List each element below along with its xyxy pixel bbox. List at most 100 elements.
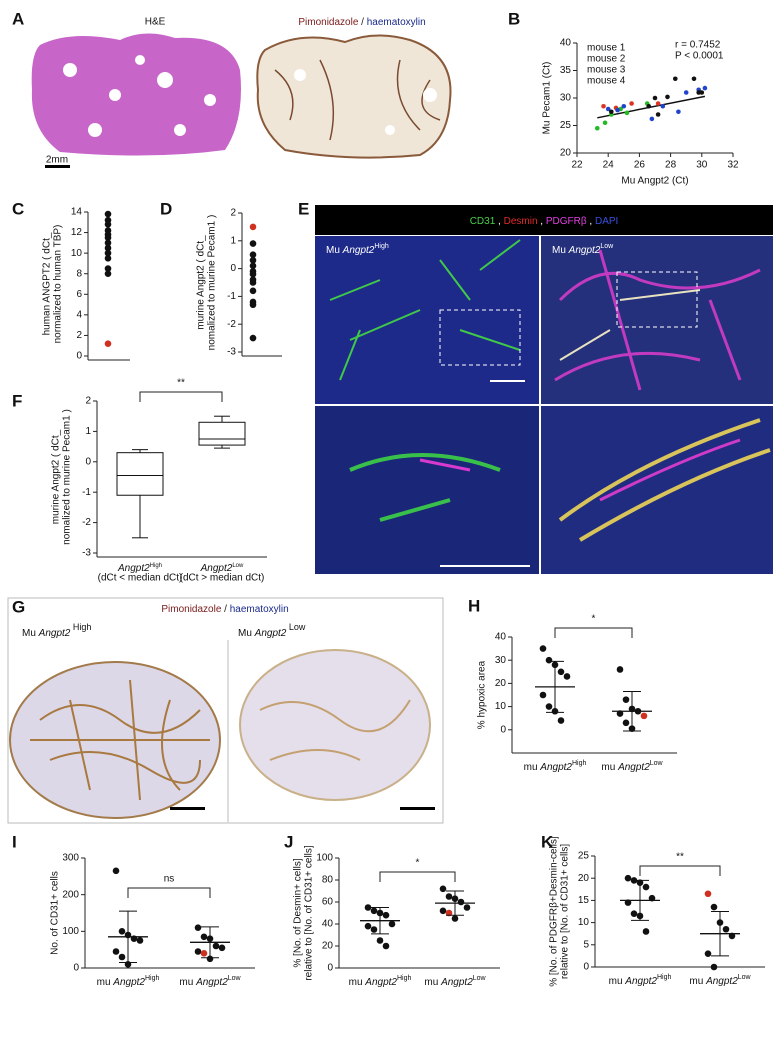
point xyxy=(194,924,202,931)
x-tick-label: mu Angpt2High xyxy=(349,975,412,987)
text-part: haematoxylin xyxy=(367,17,426,28)
y-tick-label: 0 xyxy=(73,963,79,974)
point xyxy=(699,90,705,95)
text-part: , xyxy=(538,216,546,227)
point xyxy=(622,696,630,703)
text-part: High xyxy=(145,975,160,982)
text-part: Pimonidazole xyxy=(161,604,221,615)
point xyxy=(605,106,611,112)
y-tick-label: 14 xyxy=(71,207,83,218)
y-tick-label: 80 xyxy=(322,875,334,886)
y-tick-label: 200 xyxy=(62,889,79,900)
y-tick-label: 10 xyxy=(71,248,83,259)
text-part: High xyxy=(374,243,389,250)
y-tick-label: 8 xyxy=(76,268,82,279)
text-part: High xyxy=(657,974,672,981)
y-tick-label: 30 xyxy=(560,93,572,104)
y-axis-label: normalized to human TBP) xyxy=(53,225,64,344)
point xyxy=(104,234,112,242)
point xyxy=(710,963,718,971)
y-tick-label: 25 xyxy=(560,120,572,131)
point xyxy=(439,885,447,893)
y-axis-label: human ANGPT2 ( dCt_ xyxy=(42,232,53,335)
y-tick-label: 0 xyxy=(85,456,91,467)
x-tick-label: mu Angpt2High xyxy=(609,974,672,986)
y-tick-label: 20 xyxy=(578,873,590,884)
image-label: H&E xyxy=(145,17,166,28)
point xyxy=(376,937,384,944)
text-part: Angpt2 xyxy=(342,245,375,256)
text-part: Angpt2 xyxy=(617,762,650,773)
point xyxy=(445,909,453,917)
text-part: Low xyxy=(600,243,614,250)
image-label: Mu Angpt2High xyxy=(326,243,389,255)
point xyxy=(104,210,112,218)
point xyxy=(212,942,220,950)
y-axis-label: % [No. of Desmin+ cells] xyxy=(293,858,304,967)
point xyxy=(249,240,257,247)
text-part: , xyxy=(587,216,595,227)
point xyxy=(112,948,120,955)
point xyxy=(702,85,708,91)
pimonidazole-tumors xyxy=(7,597,444,824)
point xyxy=(457,898,465,906)
text-part: Desmin xyxy=(504,216,538,227)
point xyxy=(112,867,120,875)
y-tick-label: 0 xyxy=(500,724,506,735)
x-tick-label: Angpt2High xyxy=(117,563,162,574)
point xyxy=(439,907,447,915)
point xyxy=(445,893,453,900)
panel-letter: C xyxy=(12,199,24,218)
point xyxy=(545,656,553,664)
point xyxy=(118,928,126,935)
y-tick-label: -3 xyxy=(227,347,236,358)
text-part: Angpt2 xyxy=(568,245,601,256)
point xyxy=(601,103,606,109)
point xyxy=(691,76,697,82)
annotation: r = 0.7452 xyxy=(675,40,721,51)
x-tick-note: (dCt > median dCt) xyxy=(180,573,265,584)
y-axis-label: % hypoxic area xyxy=(477,660,488,729)
point xyxy=(616,710,624,717)
y-tick-label: 2 xyxy=(230,208,236,219)
x-tick-label: mu Angpt2Low xyxy=(179,975,241,987)
text-part: mu xyxy=(424,977,441,988)
y-tick-label: -1 xyxy=(227,291,236,302)
point xyxy=(594,125,600,131)
point xyxy=(545,703,553,710)
x-tick-label: mu Angpt2Low xyxy=(424,975,486,987)
text-part: haematoxylin xyxy=(230,604,289,615)
point xyxy=(249,251,257,258)
panel-letter: B xyxy=(508,9,520,28)
point xyxy=(672,76,678,82)
text-part: Angpt2 xyxy=(38,628,71,639)
significance-bracket xyxy=(139,391,223,402)
text-part: / xyxy=(358,17,366,28)
x-tick-label: 28 xyxy=(665,160,677,171)
text-part: Low xyxy=(286,622,306,632)
y-tick-label: 12 xyxy=(71,227,83,238)
panel-letter: D xyxy=(160,199,172,218)
immunofluorescence-panel xyxy=(315,205,773,574)
point xyxy=(683,90,689,95)
y-tick-label: 100 xyxy=(316,853,333,864)
y-tick-label: 300 xyxy=(62,853,79,864)
image-label: Pimonidazole / haematoxylin xyxy=(161,604,288,615)
point xyxy=(104,340,112,347)
y-axis-label: murine Angpt2 ( dCt_ xyxy=(51,429,62,524)
legend-entry: mouse 3 xyxy=(587,65,626,76)
point xyxy=(118,953,126,961)
text-part: High xyxy=(70,622,91,632)
y-tick-label: 0 xyxy=(230,263,236,274)
text-part: Low xyxy=(228,975,242,982)
text-part: Angpt2 xyxy=(117,563,150,574)
panel-letter: F xyxy=(12,391,22,410)
point xyxy=(463,904,471,911)
significance-label: ** xyxy=(177,378,185,389)
box xyxy=(116,452,164,496)
y-tick-label: 0 xyxy=(583,962,589,973)
point xyxy=(249,287,257,295)
point xyxy=(249,256,257,264)
significance-bracket xyxy=(554,627,633,638)
